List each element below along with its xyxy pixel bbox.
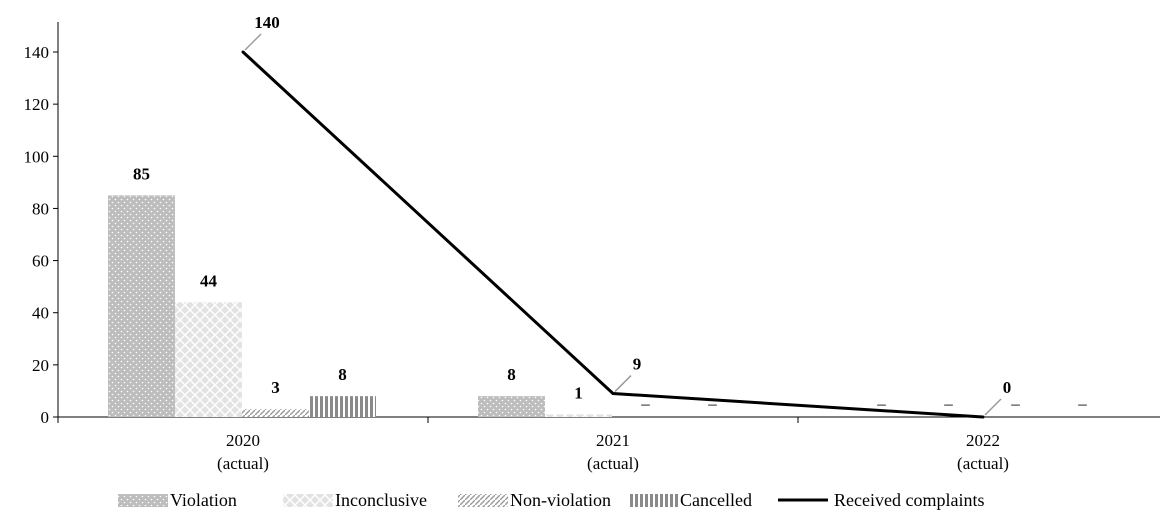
category-note-label: (actual)	[957, 454, 1009, 473]
legend-swatch	[458, 494, 508, 507]
bars	[108, 195, 612, 417]
legend-label: Received complaints	[834, 490, 984, 510]
y-tick-label: 60	[32, 252, 49, 271]
bar-value-label: 3	[271, 378, 280, 397]
legend-swatch	[283, 494, 333, 507]
line-value-label: 0	[1003, 378, 1012, 397]
y-tick-label: 100	[24, 147, 50, 166]
category-year-label: 2022	[966, 431, 1000, 450]
bar-value-label: 44	[200, 271, 218, 290]
bar	[309, 396, 376, 417]
legend-label: Violation	[170, 490, 237, 510]
data-labels: 85 8 – 44 1 – 3 – – 8 – – 140 9 0	[133, 13, 1087, 413]
y-tick-label: 40	[32, 304, 49, 323]
bar-value-label: 8	[338, 365, 347, 384]
received-complaints-line	[241, 33, 1002, 419]
y-tick-label: 0	[41, 408, 50, 427]
y-tick-label: 20	[32, 356, 49, 375]
legend-label: Cancelled	[680, 490, 752, 510]
category-note-label: (actual)	[587, 454, 639, 473]
line-point	[241, 50, 245, 54]
line-value-label: 140	[254, 13, 280, 32]
received-complaints-polyline	[241, 50, 984, 419]
line-point	[981, 415, 985, 419]
bar-value-label: 1	[574, 383, 583, 402]
legend-swatch	[118, 494, 168, 507]
bar-missing-label: –	[1010, 394, 1020, 413]
category-year-label: 2021	[596, 431, 630, 450]
leader-line	[244, 33, 262, 51]
legend-swatch	[628, 494, 678, 507]
bar	[175, 302, 242, 417]
leader-line	[614, 375, 632, 393]
line-value-label: 9	[633, 355, 642, 374]
bar	[478, 396, 545, 417]
bar	[242, 409, 309, 417]
bar-missing-label: –	[707, 394, 717, 413]
category-note-label: (actual)	[217, 454, 269, 473]
bar-missing-label: –	[943, 394, 953, 413]
bar-value-label: 85	[133, 164, 150, 183]
bar-value-label: 8	[507, 365, 516, 384]
legend: Violation Inconclusive Non-violation Cancel…	[118, 490, 984, 510]
y-tick-label: 80	[32, 199, 49, 218]
bar-missing-label: –	[640, 394, 650, 413]
bar	[108, 195, 175, 417]
bar	[545, 414, 612, 417]
line-point	[611, 392, 615, 396]
bar-missing-label: –	[876, 394, 886, 413]
category-year-label: 2020	[226, 431, 260, 450]
y-tick-label: 140	[24, 43, 50, 62]
legend-label: Non-violation	[510, 490, 611, 510]
bar-missing-label: –	[1077, 394, 1087, 413]
y-tick-label: 120	[24, 95, 50, 114]
leader-line	[984, 398, 1002, 416]
legend-label: Inconclusive	[335, 490, 427, 510]
